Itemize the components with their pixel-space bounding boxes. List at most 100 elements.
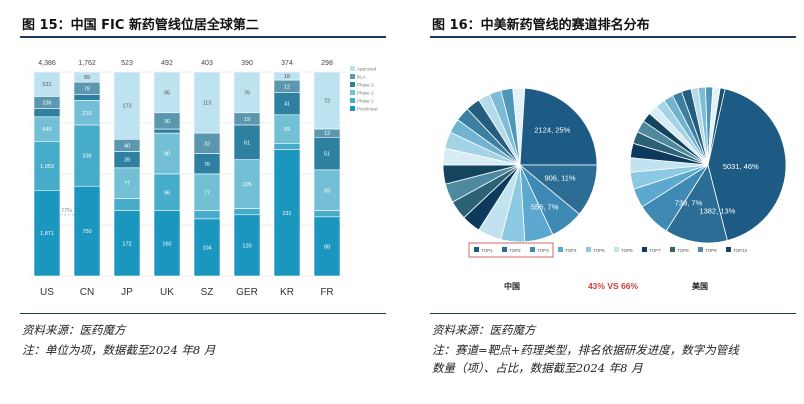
top-rule [20,36,386,38]
pie-slice-label: 739, 7% [675,199,703,208]
segment-value-label: 69 [324,188,330,194]
legend-swatch [642,247,647,252]
segment-value-label: 77 [124,181,130,187]
pie-slice [707,87,726,166]
bar-segment [233,208,261,216]
bar-segment [233,214,261,277]
bar-segment [273,149,301,277]
pie-chart-svg: 2124, 25% 906, 11% 556, 7% 中国 5031, 46% 1382,… [430,42,796,307]
pie-name-label: 美国 [692,281,708,291]
bar-segment [313,210,341,218]
bar-segment [153,210,181,277]
segment-value-label: 12 [324,131,330,137]
bar-total-label: 390 [241,60,253,67]
bar-segment [73,94,101,101]
bar-total-label: 374 [281,60,293,67]
legend-label: TOP1 [481,248,493,253]
category-tick-label: FR [320,287,333,298]
legend-label: TOP4 [565,248,577,253]
figure-16-panel: 图 16：中美新药管线的赛道排名分布 2124, 25% 906, 11% 556,… [410,0,804,404]
bar-segment [113,198,141,212]
bar-segment [33,141,61,191]
bar-segment [313,136,341,171]
legend-swatch [350,66,355,71]
figure-16-source: 资料来源：医药魔方 [432,323,536,337]
bar-segment [33,116,61,142]
segment-value-label: 41 [284,102,290,108]
segment-value-label: 1,871 [40,231,54,237]
legend-label: Approved [357,67,377,72]
segment-value-label: 69 [284,127,290,133]
segment-value-label: 89 [84,75,90,81]
segment-value-label: 51 [324,152,330,158]
pie-slice-label: 5031, 46% [723,162,759,171]
pie-slice [519,87,598,166]
bar-segment [153,132,181,175]
bar-segment [273,114,301,144]
bar-total-label: 1,762 [78,60,96,67]
segment-value-label: 210 [82,111,91,117]
segment-value-label: 95 [164,90,170,96]
stacked-bar-chart: 531 236 640 1,053 1,871 4,386 US 89 78 210 336 750 1… [20,42,386,307]
pie-slice-label: 2124, 25% [534,126,570,135]
segment-value-label: 750 [82,229,91,235]
figure-16-note-line2: 数量（项）、占比，数据截至2024 年8 月 [432,361,643,375]
segment-value-label: 32 [204,141,210,147]
pie-slice [512,87,526,166]
bar-segment [233,124,261,161]
category-tick-label: GER [236,287,258,298]
segment-value-label: 77 [204,190,210,196]
bar-segment [33,71,61,97]
segment-value-label: 76 [244,90,250,96]
legend-swatch [350,82,355,87]
bar-segment [153,71,181,114]
bar-segment [153,128,181,134]
bottom-rule [430,313,796,314]
legend-label: Phase 2 [357,91,374,96]
bar-segment [33,190,61,277]
bar-segment [313,216,341,277]
segment-value-label: 30 [164,119,170,125]
legend-label: TOP9 [705,248,717,253]
legend-label: TOP7 [649,248,661,253]
legend-swatch [474,247,479,252]
bar-segment [113,210,141,277]
segment-value-label: 72 [324,99,330,105]
pie-slice-label: 556, 7% [531,203,559,212]
comparison-label: 43% VS 66% [588,281,639,291]
category-tick-label: SZ [201,287,214,298]
segment-value-label: 1,053 [40,164,54,170]
legend-swatch [502,247,507,252]
bar-segment [233,159,261,209]
pie-charts: 2124, 25% 906, 11% 556, 7% 中国 5031, 46% 1382,… [430,42,796,307]
segment-value-label: 336 [82,154,91,160]
segment-value-label: 19 [244,117,250,123]
figure-15-title: 图 15：中国 FIC 新药管线位居全球第二 [22,18,259,33]
bottom-rule [20,313,386,314]
bar-segment [73,185,101,277]
figure-15-source: 资料来源：医药魔方 [22,323,126,337]
category-tick-label: US [40,287,54,298]
figure-15-panel: 图 15：中国 FIC 新药管线位居全球第二 531 236 640 1,053 1,8… [0,0,394,404]
legend-swatch [614,247,619,252]
bar-segment [33,108,61,118]
top-rule [430,36,796,38]
bar-segment [193,173,221,212]
legend-swatch [726,247,731,252]
legend-label: TOP6 [621,248,633,253]
figure-16-note-line1: 注：赛道=靶点+药理类型，排名依据研发进度，数字为管线 [432,343,739,357]
segment-value-label: 78 [84,86,90,92]
segment-value-label: 105 [242,182,251,188]
bar-total-label: 298 [321,60,333,67]
bar-segment [113,167,141,199]
bar-segment [193,218,221,277]
legend-label: BLA [357,75,366,80]
segment-value-label: 531 [42,82,51,88]
bar-segment [73,124,101,187]
legend-label: TOP5 [593,248,605,253]
bar-segment [313,169,341,212]
segment-value-label: 76 [204,162,210,168]
segment-value-label: 40 [124,143,130,149]
annotation-label: 77% [61,208,72,214]
legend-label: TOP3 [537,248,549,253]
